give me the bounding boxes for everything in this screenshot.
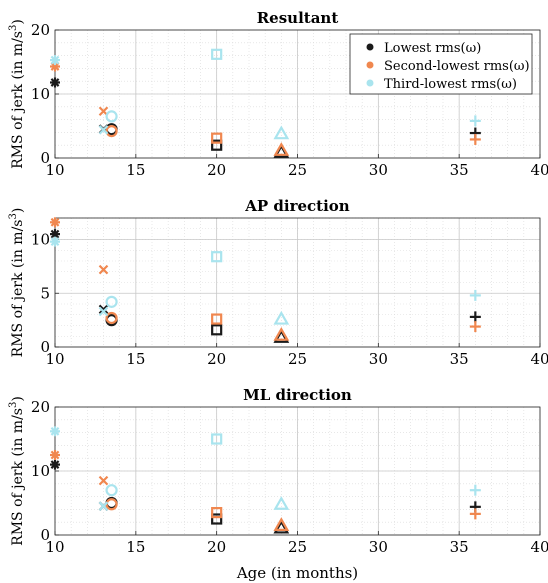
data-point-asterisk (50, 77, 60, 88)
x-tick-label: 40 (530, 161, 548, 179)
data-point-x (98, 306, 109, 317)
data-point-circle (105, 125, 118, 138)
data-point-square (211, 324, 223, 336)
data-point-x (98, 475, 109, 486)
data-point-triangle (273, 310, 290, 325)
legend-marker (366, 43, 374, 51)
data-point-circle (105, 295, 118, 308)
x-tick-label: 10 (45, 161, 64, 179)
data-point-square (211, 513, 223, 525)
x-tick-label: 25 (288, 538, 307, 556)
y-tick-label: 10 (31, 462, 50, 480)
x-tick-label: 20 (207, 538, 226, 556)
x-tick-label: 25 (288, 350, 307, 368)
data-point-square (211, 132, 223, 144)
data-point-plus (469, 289, 481, 301)
data-point-x (98, 501, 109, 511)
x-tick-label: 15 (126, 161, 145, 179)
x-tick-label: 10 (45, 350, 64, 368)
panel-title: AP direction (244, 197, 350, 215)
x-tick-label: 40 (530, 538, 548, 556)
data-point-x (98, 264, 109, 275)
data-point-plus (469, 321, 481, 333)
data-point-asterisk (50, 450, 60, 460)
data-point-asterisk (50, 217, 60, 228)
data-point-triangle (273, 142, 290, 156)
legend-box (349, 33, 533, 95)
x-tick-label: 25 (288, 161, 307, 179)
y-tick-label: 10 (31, 85, 50, 103)
legend-marker (366, 79, 374, 87)
panel-title: ML direction (243, 386, 352, 404)
panel-title: Resultant (257, 9, 339, 27)
x-tick-label: 20 (207, 161, 226, 179)
data-point-square (211, 313, 223, 325)
legend-marker (366, 61, 374, 69)
x-tick-label: 30 (369, 538, 388, 556)
panel-2: 10 15 20 25 30 35 40 0 5 10 AP direction RMS of jer… (8, 197, 548, 368)
data-point-asterisk (50, 55, 60, 66)
data-point-square (211, 507, 223, 519)
data-point-circle (105, 311, 118, 325)
data-point-triangle (273, 326, 290, 341)
x-tick-label: 30 (369, 161, 388, 179)
x-tick-label: 35 (450, 350, 469, 368)
legend-label: Lowest rms(ω) (384, 41, 481, 56)
x-tick-label: 30 (369, 350, 388, 368)
data-point-x (98, 304, 109, 315)
y-tick-label: 5 (40, 284, 50, 302)
data-point-circle (105, 110, 118, 123)
data-point-square (211, 251, 223, 263)
legend-label: Third-lowest rms(ω) (384, 77, 517, 92)
data-point-circle (105, 484, 118, 497)
data-point-square (211, 433, 223, 445)
data-point-asterisk (50, 236, 60, 247)
y-tick-label: 10 (31, 231, 50, 249)
legend: Lowest rms(ω) Second-lowest rms(ω) Third-l… (349, 33, 533, 95)
y-axis-label: RMS of jerk (in m/s3) (8, 208, 26, 358)
data-point-asterisk (50, 459, 60, 470)
y-axis-label: RMS of jerk (in m/s3) (8, 19, 26, 169)
x-tick-label: 10 (45, 538, 64, 556)
data-point-triangle (273, 517, 290, 532)
x-axis-label: Age (in months) (236, 564, 358, 582)
x-tick-label: 40 (530, 350, 548, 368)
legend-label: Second-lowest rms(ω) (384, 59, 530, 74)
data-point-plus (469, 311, 481, 323)
data-point-plus (469, 508, 481, 520)
data-point-x (98, 125, 109, 135)
x-tick-label: 20 (207, 350, 226, 368)
x-tick-label: 15 (126, 538, 145, 556)
data-point-triangle (273, 496, 290, 510)
data-point-triangle (273, 519, 290, 534)
data-point-plus (469, 484, 481, 496)
data-point-plus (469, 115, 481, 127)
x-tick-label: 35 (450, 161, 469, 179)
data-point-square (211, 48, 223, 60)
y-tick-label: 0 (40, 526, 50, 544)
x-tick-label: 15 (126, 350, 145, 368)
data-point-triangle (273, 125, 290, 140)
y-tick-label: 20 (31, 21, 50, 39)
y-axis-label: RMS of jerk (in m/s3) (8, 396, 26, 546)
y-tick-label: 0 (40, 338, 50, 356)
data-point-plus (469, 133, 481, 145)
data-point-square (211, 139, 223, 151)
y-tick-label: 0 (40, 149, 50, 167)
data-point-asterisk (50, 426, 60, 437)
x-tick-label: 35 (450, 538, 469, 556)
y-tick-label: 20 (31, 398, 50, 416)
